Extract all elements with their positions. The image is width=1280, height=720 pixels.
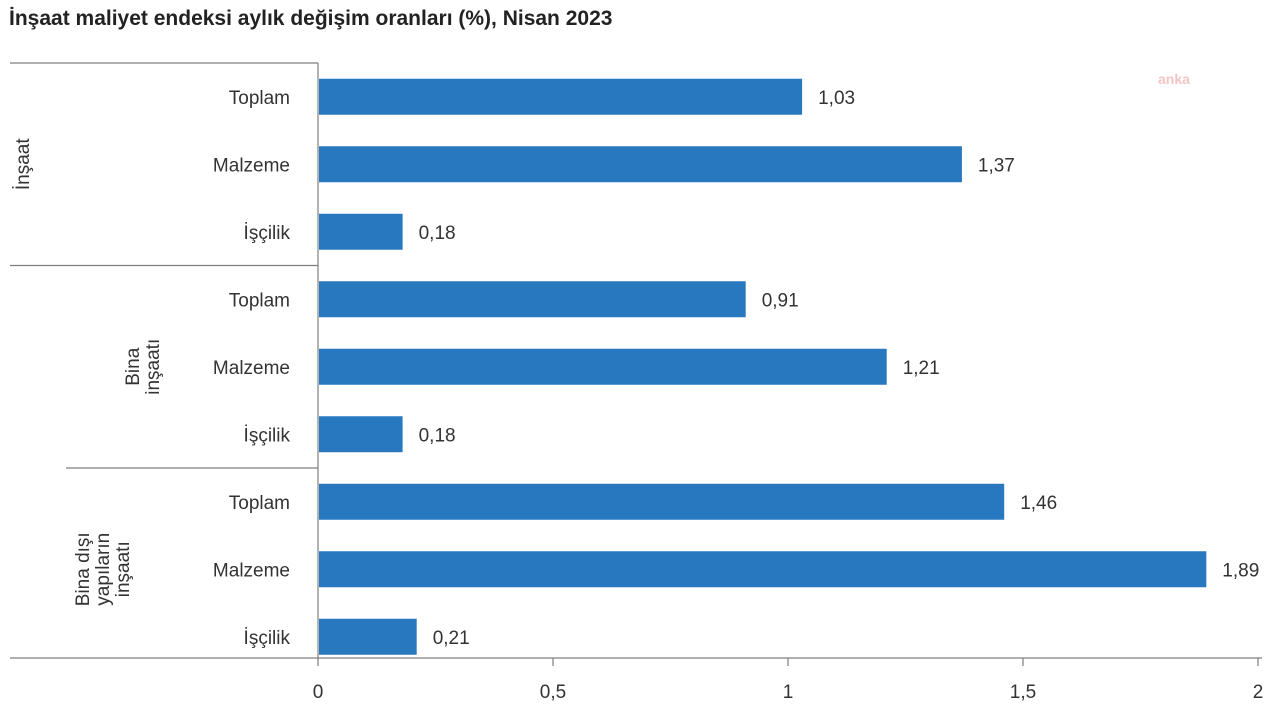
- data-label: 1,37: [978, 155, 1015, 176]
- data-label: 0,91: [762, 290, 799, 311]
- data-label: 1,46: [1020, 493, 1057, 514]
- group-label: İnşaat: [13, 138, 34, 190]
- category-label: Toplam: [229, 493, 290, 514]
- group-label-line: inşaatı: [143, 339, 164, 395]
- bar: [319, 483, 1005, 520]
- category-label: Malzeme: [213, 358, 290, 379]
- category-label: İşçilik: [244, 425, 291, 446]
- bar: [319, 348, 887, 385]
- group-label: Bina dışıyapılarıninşaatı: [73, 532, 134, 606]
- x-tick-label: 0,5: [540, 682, 566, 703]
- group-label-line: Bina: [123, 347, 144, 385]
- bar: [319, 213, 403, 250]
- group-label: Binainşaatı: [123, 339, 164, 395]
- group-label-line: inşaatı: [113, 541, 134, 597]
- x-tick-label: 0: [313, 682, 324, 703]
- bar: [319, 146, 962, 183]
- category-label: İşçilik: [244, 628, 291, 649]
- bar: [319, 618, 417, 655]
- data-label: 0,18: [419, 425, 456, 446]
- bar: [319, 281, 746, 318]
- data-label: 0,18: [419, 223, 456, 244]
- bar: [319, 416, 403, 453]
- group-label-line: yapıların: [93, 533, 114, 606]
- category-label: Malzeme: [213, 560, 290, 581]
- category-label: Toplam: [229, 88, 290, 109]
- x-tick-label: 2: [1253, 682, 1264, 703]
- category-label: Toplam: [229, 290, 290, 311]
- bar: [319, 78, 803, 115]
- data-label: 1,21: [903, 358, 940, 379]
- data-label: 1,03: [818, 88, 855, 109]
- data-label: 1,89: [1222, 560, 1259, 581]
- x-tick-label: 1,5: [1010, 682, 1036, 703]
- group-label-line: Bina dışı: [73, 532, 94, 606]
- bar: [319, 551, 1207, 588]
- category-label: Malzeme: [213, 155, 290, 176]
- chart-title: İnşaat maliyet endeksi aylık değişim ora…: [9, 7, 613, 30]
- category-label: İşçilik: [244, 223, 291, 244]
- data-label: 0,21: [433, 628, 470, 649]
- group-label-line: İnşaat: [13, 138, 34, 190]
- x-tick-label: 1: [783, 682, 794, 703]
- watermark: anka: [1158, 71, 1190, 87]
